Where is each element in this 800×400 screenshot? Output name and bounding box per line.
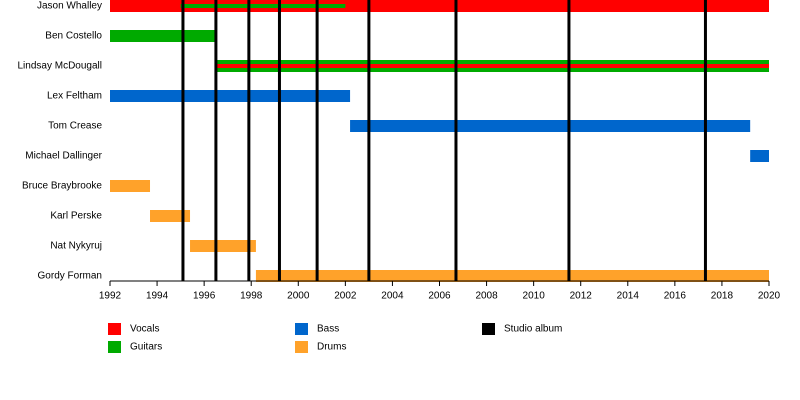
x-tick-label: 2008 [475,291,498,302]
member-label: Jason Whalley [37,1,102,12]
legend-swatch [108,323,121,335]
member-label: Bruce Braybrooke [22,181,102,192]
member-label: Lindsay McDougall [18,61,103,72]
legend-swatch [295,323,308,335]
x-tick-label: 2016 [664,291,687,302]
x-tick-label: 2004 [381,291,404,302]
legend-label: Studio album [504,324,562,335]
member-label: Michael Dallinger [25,151,102,162]
role-bar [110,30,216,42]
x-tick-label: 1998 [240,291,263,302]
legend-swatch [108,341,121,353]
legend-swatch [482,323,495,335]
role-bar [215,64,770,68]
role-bar [350,120,751,132]
legend-swatch [295,341,308,353]
x-tick-label: 2006 [428,291,451,302]
role-bar [150,210,191,222]
legend-label: Bass [317,324,339,335]
x-tick-label: 2014 [617,291,640,302]
x-tick-label: 2010 [523,291,546,302]
role-bar [750,150,769,162]
legend-label: Guitars [130,342,162,353]
x-tick-label: 2000 [287,291,310,302]
x-tick-label: 2002 [334,291,357,302]
legend-label: Drums [317,342,346,353]
member-label: Karl Perske [50,211,102,222]
role-bar [255,270,769,282]
x-tick-label: 1996 [193,291,216,302]
x-tick-label: 2018 [711,291,734,302]
role-bar [110,90,351,102]
x-tick-label: 1994 [146,291,169,302]
x-tick-label: 2020 [758,291,781,302]
role-bar [190,240,256,252]
member-label: Lex Feltham [47,91,102,102]
member-label: Tom Crease [48,121,102,132]
legend-label: Vocals [130,324,159,335]
x-tick-label: 2012 [570,291,593,302]
role-bar [180,4,346,8]
member-label: Ben Costello [45,31,102,42]
role-bar [110,180,151,192]
x-tick-label: 1992 [99,291,122,302]
role-bar [110,0,769,12]
member-label: Nat Nykyruj [50,241,102,252]
member-label: Gordy Forman [38,271,102,282]
